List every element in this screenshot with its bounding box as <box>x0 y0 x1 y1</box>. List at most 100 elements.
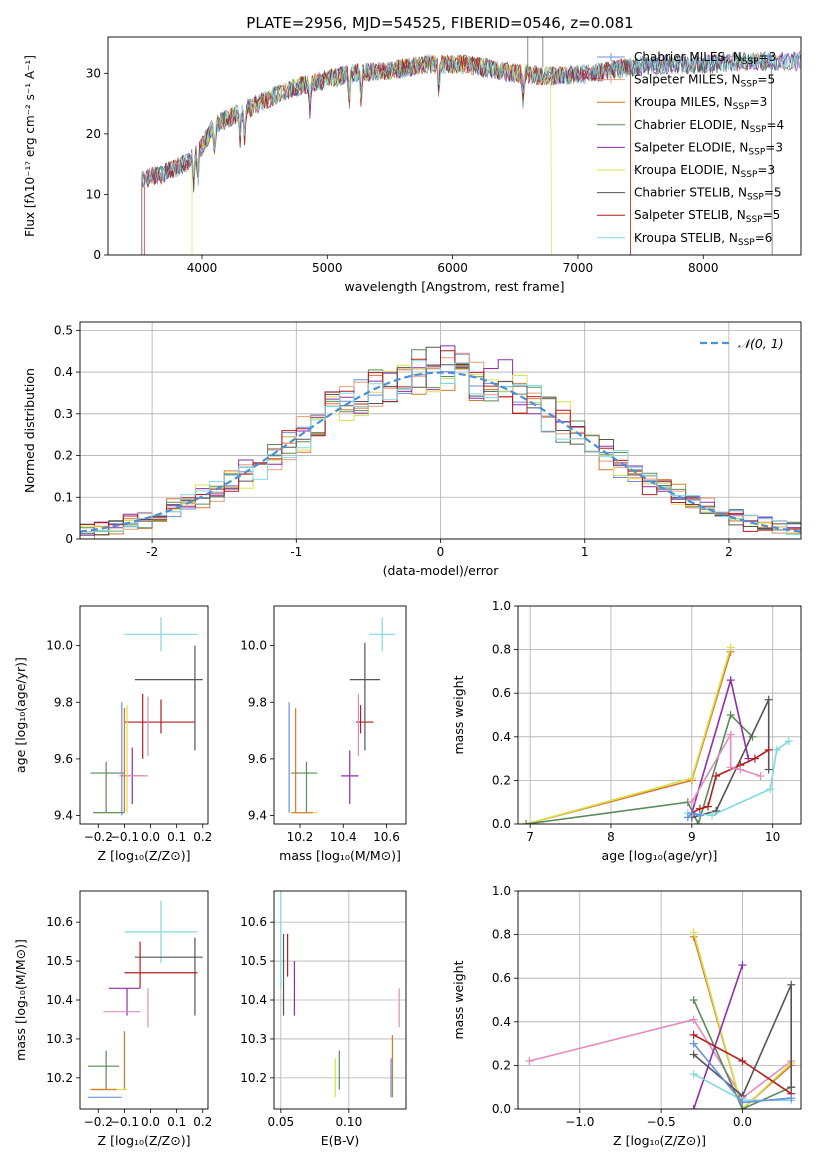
axes-frame <box>517 605 802 825</box>
y-tick-label: 9.6 <box>248 752 267 766</box>
x-tick-label: 0.10 <box>335 1115 362 1129</box>
legend-label-sub: SSP <box>742 57 759 67</box>
x-tick-label: 8000 <box>688 261 719 275</box>
legend-label-name: Salpeter ELODIE, N <box>634 140 748 154</box>
x-tick-label: −0.2 <box>84 830 113 844</box>
y-tick-label: 20 <box>86 127 101 141</box>
legend-label-name: Kroupa STELIB, N <box>634 231 738 245</box>
legend-label-suffix: =3 <box>757 163 775 177</box>
legend-label-suffix: =4 <box>766 118 784 132</box>
spectrum-series-line <box>141 54 631 255</box>
axes-frame <box>517 890 802 1110</box>
legend-label: Salpeter MILES, NSSP=5 <box>634 73 775 90</box>
x-tick-label: 2 <box>725 545 733 559</box>
legend-label: Salpeter STELIB, NSSP=5 <box>634 208 780 225</box>
x-tick-label: 0.0 <box>141 830 160 844</box>
y-tick-label: 0.0 <box>492 1102 511 1116</box>
x-tick-label: 8 <box>607 830 615 844</box>
x-tick-label: −0.2 <box>84 1115 113 1129</box>
errorbar-points <box>87 900 203 1098</box>
y-axis-label: age [log₁₀(age/yr)] <box>13 657 28 773</box>
axes-frame <box>273 890 407 1110</box>
x-tick-label: −0.5 <box>647 1115 676 1129</box>
y-tick-label: 10.3 <box>240 1032 267 1046</box>
y-axis-label: mass weight <box>451 960 466 1039</box>
y-tick-label: 0.2 <box>492 1058 511 1072</box>
y-tick-label: 9.6 <box>54 752 73 766</box>
mass-weight-series <box>693 984 792 1098</box>
y-tick-label: 9.8 <box>54 695 73 709</box>
legend-label-name: Chabrier MILES, N <box>634 50 742 64</box>
x-axis-label: Z [log₁₀(Z/Z⊙)] <box>98 1133 191 1148</box>
y-tick-label: 10.6 <box>46 915 73 929</box>
y-tick-label: 0.1 <box>54 490 73 504</box>
mass-vs-z-panel: −0.2−0.1 0.0 0.1 0.2 10.2 10.3 10.4 10.5 10.6 Z [… <box>13 890 212 1148</box>
errorbar-points <box>90 617 203 816</box>
y-tick-label: 0 <box>65 532 73 546</box>
legend-label-suffix: =3 <box>765 140 783 154</box>
x-tick-label: 10.2 <box>287 830 314 844</box>
x-axis-label: wavelength [Angstrom, rest frame] <box>344 279 564 294</box>
y-tick-label: 9.4 <box>248 809 267 823</box>
y-tick-label: 10.4 <box>240 993 267 1007</box>
mass-weight-lines <box>522 643 793 824</box>
y-tick-label: 0 <box>93 248 101 262</box>
x-tick-label: 0.2 <box>193 830 212 844</box>
x-tick-label: 0.2 <box>193 1115 212 1129</box>
y-tick-label: 0.8 <box>492 643 511 657</box>
x-axis-label: age [log₁₀(age/yr)] <box>602 848 718 863</box>
y-tick-label: 0.0 <box>492 817 511 831</box>
x-tick-label: 6000 <box>437 261 468 275</box>
legend-label-sub: SSP <box>741 80 758 90</box>
legend-label-sub: SSP <box>750 125 767 135</box>
mass-weight-series <box>525 651 732 824</box>
y-axis-label: mass weight <box>451 675 466 754</box>
legend-gaussian-label: 𝒩(0, 1) <box>738 336 784 351</box>
y-tick-label: 9.8 <box>248 695 267 709</box>
y-axis-label: Flux [fλ10⁻¹⁷ erg cm⁻² s⁻¹ A⁻¹] <box>23 55 37 237</box>
legend-label-sub: SSP <box>733 102 750 112</box>
age-vs-mass-panel: 10.2 10.4 10.6 9.4 9.6 9.8 10.0 mass [log₁₀(M/M… <box>240 605 407 863</box>
spectrum-series-line <box>143 54 631 255</box>
y-tick-label: 1.0 <box>492 884 511 898</box>
legend-label: Chabrier MILES, NSSP=3 <box>634 50 776 67</box>
y-tick-label: 10.2 <box>46 1071 73 1085</box>
axes-frame <box>273 605 407 825</box>
residual-panel: -2 -1 0 1 2 0 0.1 0.2 0.3 0.4 0.5 (data-model)/erro… <box>22 321 802 578</box>
x-tick-label: 10 <box>765 830 780 844</box>
legend-label-name: Chabrier STELIB, N <box>634 186 747 200</box>
histogram-step <box>80 350 801 532</box>
x-tick-label: 1 <box>581 545 589 559</box>
legend-label-sub: SSP <box>747 193 764 203</box>
legend-label-suffix: =6 <box>755 231 773 245</box>
legend-label-suffix: =5 <box>764 186 782 200</box>
legend-label: Kroupa MILES, NSSP=3 <box>634 95 767 112</box>
y-tick-label: 0.2 <box>54 449 73 463</box>
y-axis-label: mass [log₁₀(M/M⊙)] <box>13 939 28 1061</box>
y-tick-label: 0.2 <box>492 773 511 787</box>
y-tick-label: 0.3 <box>54 407 73 421</box>
legend-label-sub: SSP <box>738 238 755 248</box>
legend-label-suffix: =5 <box>763 208 781 222</box>
y-tick-label: 0.6 <box>492 686 511 700</box>
figure-title: PLATE=2956, MJD=54525, FIBERID=0546, z=0… <box>246 14 633 32</box>
mass-weight-series <box>525 713 754 824</box>
y-tick-label: 0.8 <box>492 928 511 942</box>
residual-hists <box>80 345 801 539</box>
y-tick-label: 0.5 <box>54 323 73 337</box>
spectrum-series-line <box>191 54 552 255</box>
y-tick-label: 10.3 <box>46 1032 73 1046</box>
x-tick-label: -1 <box>290 545 302 559</box>
legend-label: Salpeter ELODIE, NSSP=3 <box>634 140 783 157</box>
gaussian-curve <box>80 371 801 533</box>
x-tick-label: 10.6 <box>373 830 400 844</box>
y-tick-label: 0.4 <box>54 365 73 379</box>
x-tick-label: 0.05 <box>267 1115 294 1129</box>
x-tick-label: −0.1 <box>110 830 139 844</box>
mass-weight-lines <box>525 928 796 1109</box>
legend-label-suffix: =5 <box>757 73 775 87</box>
mass-weight-series <box>692 999 792 1109</box>
histogram-step <box>80 364 801 534</box>
